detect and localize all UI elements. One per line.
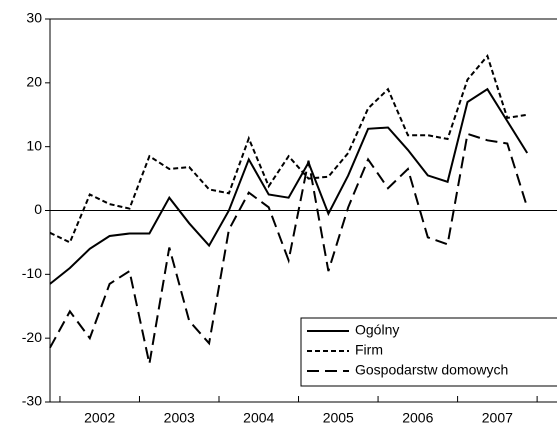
legend-label: Gospodarstw domowych [355,362,508,378]
series-line [49,53,528,244]
x-tick-label: 2004 [243,410,274,426]
y-tick-label: 20 [26,74,42,90]
y-tick-label: 10 [26,137,42,153]
legend: Ogólny Firm Gospodarstw domowych [300,317,557,387]
legend-label: Ogólny [355,322,399,338]
y-tick-label: -10 [22,265,42,281]
x-tick-label: 2003 [164,410,195,426]
x-tick-label: 2007 [482,410,513,426]
y-tick-label: -30 [22,393,42,409]
x-tick-label: 2002 [84,410,115,426]
y-tick-label: 0 [34,201,42,217]
series-line [49,87,529,285]
y-tick-label: 30 [26,10,42,26]
y-tick-label: -20 [22,329,42,345]
x-tick-label: 2005 [323,410,354,426]
series-line [49,132,529,364]
x-tick-label: 2006 [402,410,433,426]
legend-label: Firm [355,342,383,358]
